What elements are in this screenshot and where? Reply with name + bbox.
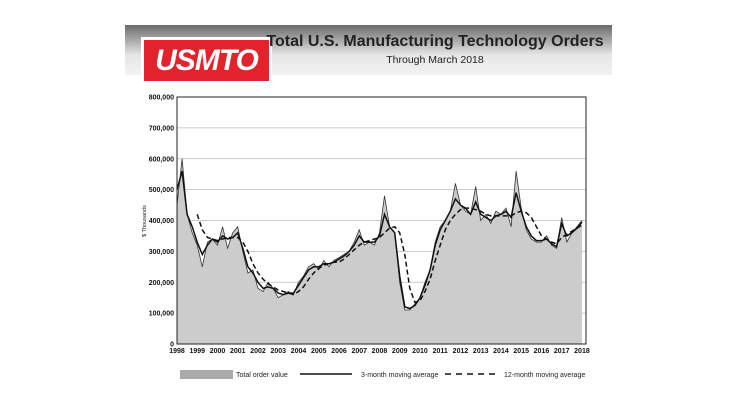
y-tick-label: 300,000 [149,249,174,256]
x-tick-label: 1999 [189,348,205,355]
y-axis-label: $ Thousands [142,205,148,237]
x-tick-label: 2017 [554,348,570,355]
x-tick-label: 2014 [493,348,509,355]
x-tick-label: 2010 [412,348,428,355]
x-tick-label: 2000 [210,348,226,355]
x-tick-label: 2011 [433,348,448,355]
legend-label-12mo: 12-month moving average [504,372,585,379]
y-tick-label: 800,000 [149,95,174,102]
chart-subtitle: Through March 2018 [386,54,484,66]
x-tick-label: 2007 [351,348,367,355]
x-tick-label: 2002 [250,348,266,355]
series-area-total [177,158,582,344]
series-line-3mo [176,170,583,310]
legend: Total order value 3-month moving average… [180,370,585,379]
x-tick-label: 2013 [473,348,489,355]
x-tick-label: 2003 [270,348,286,355]
x-tick-label: 2005 [311,348,327,355]
chart-title: Total U.S. Manufacturing Technology Orde… [266,33,604,50]
x-tick-label: 2015 [513,348,529,355]
y-tick-label: 0 [170,342,174,349]
usmto-logo: USMTO [141,37,272,84]
x-tick-label: 2016 [534,348,550,355]
y-tick-label: 100,000 [149,311,174,318]
series-line-12mo [196,207,583,304]
x-tick-label: 2006 [331,348,347,355]
x-tick-label: 2018 [574,348,590,355]
y-tick-label: 400,000 [149,218,174,225]
legend-label-total: Total order value [236,372,288,379]
x-tick-label: 2008 [372,348,388,355]
x-tick-label: 1998 [169,348,185,355]
y-tick-label: 700,000 [149,125,174,132]
plot-frame [176,96,587,345]
x-tick-label: 2012 [453,348,469,355]
legend-label-3mo: 3-month moving average [361,372,439,379]
y-tick-label: 600,000 [149,156,174,163]
x-tick-label: 2009 [392,348,408,355]
x-tick-label: 2004 [291,348,307,355]
y-tick-label: 500,000 [149,187,174,194]
x-tick-label: 2001 [230,348,246,355]
y-tick-label: 200,000 [149,280,174,287]
legend-swatch-total [180,370,233,379]
